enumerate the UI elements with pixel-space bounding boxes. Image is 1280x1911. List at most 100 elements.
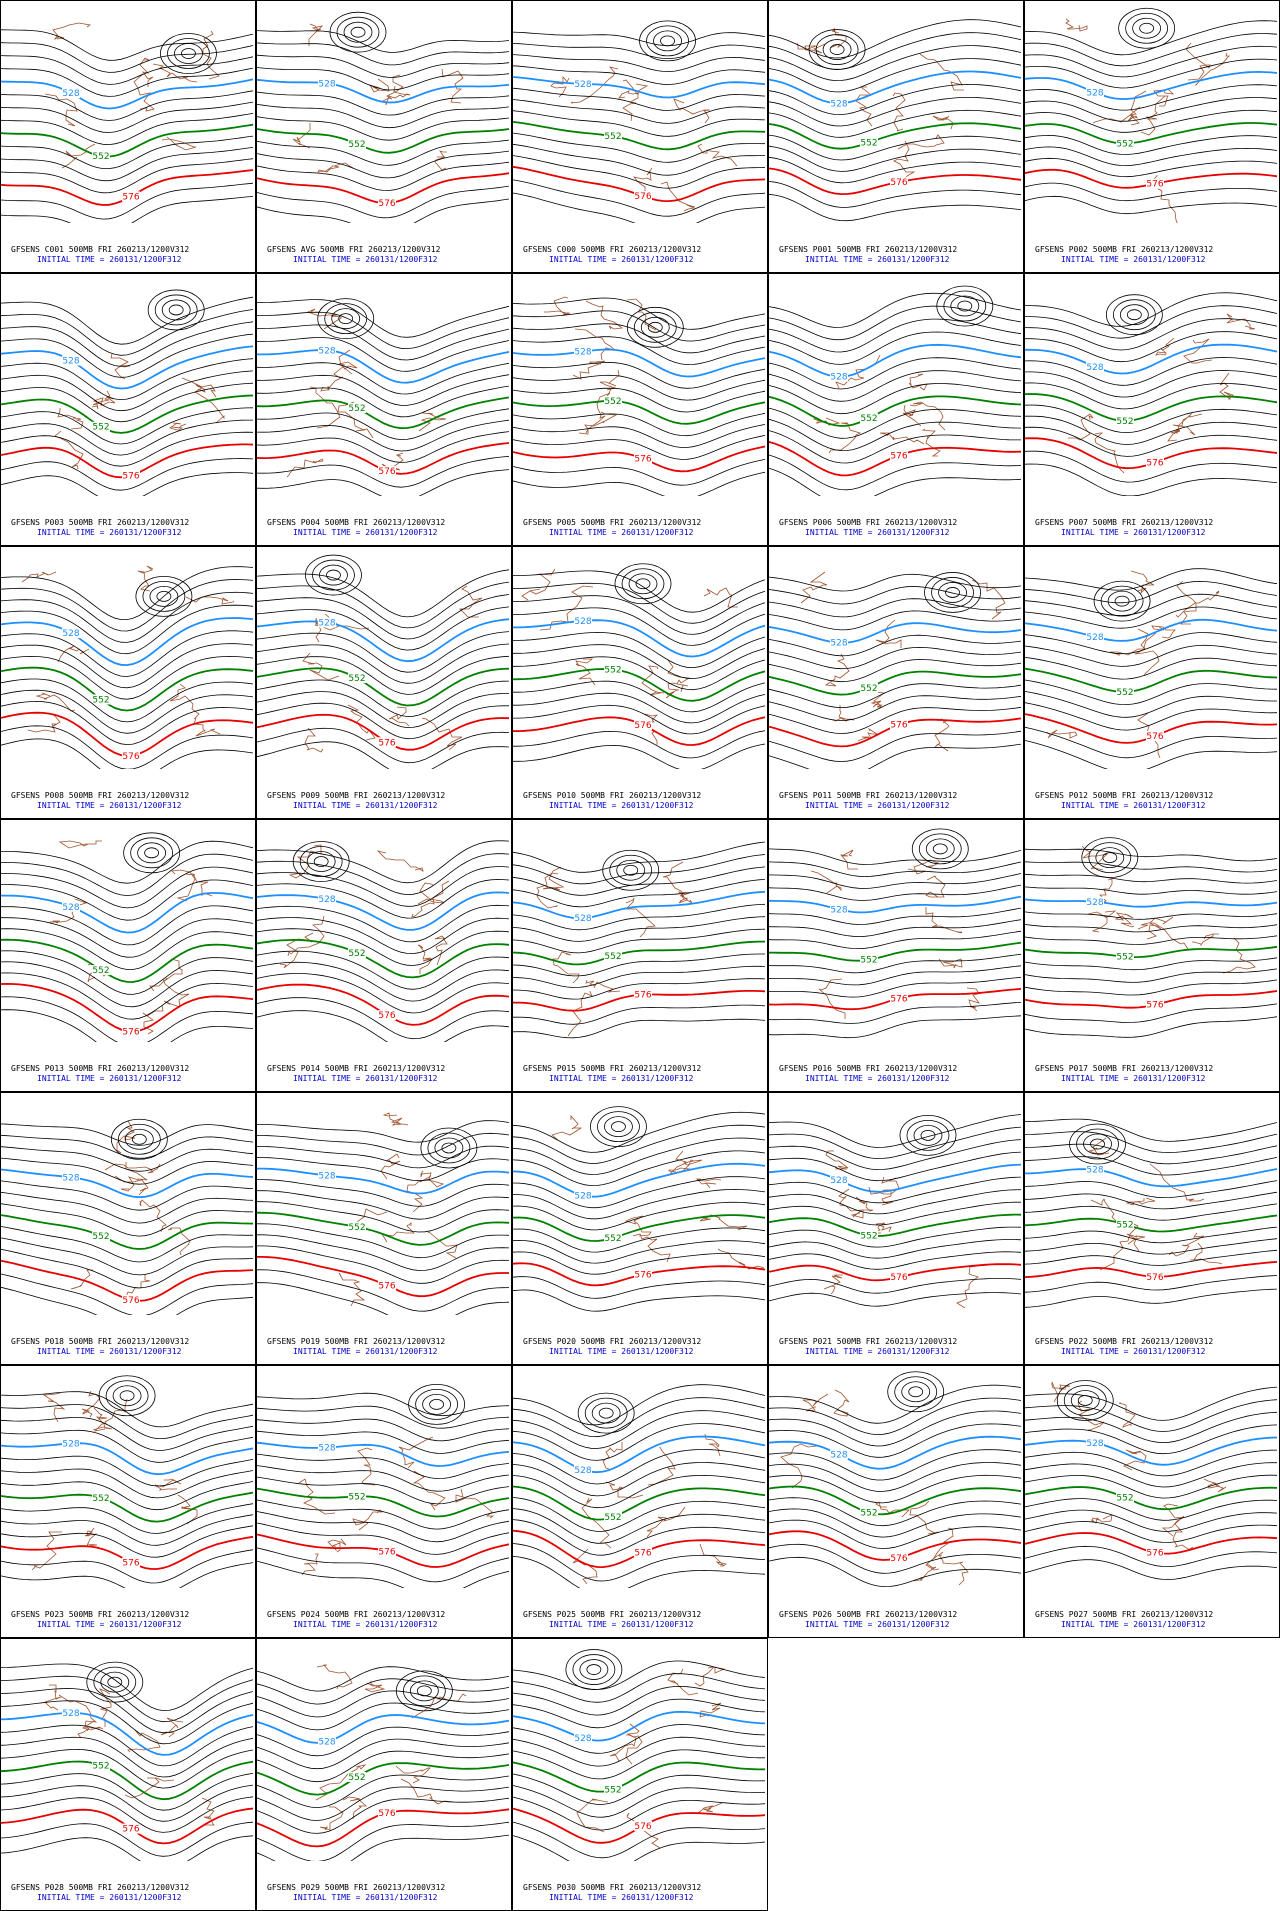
height-contour (769, 1292, 1022, 1307)
contour-label: 528 (318, 1444, 335, 1454)
contour-label: 552 (92, 966, 109, 976)
height-contour (769, 848, 1022, 865)
low-contour (1100, 585, 1144, 617)
label-bg (122, 1823, 140, 1834)
height-contour (1, 321, 254, 367)
height-contour (769, 418, 1022, 452)
label-bg (318, 1736, 336, 1747)
height-contour (257, 1190, 510, 1220)
height-contour (1, 1455, 254, 1487)
map-plot: 528 552 576 (1, 22, 254, 223)
map-outline (338, 1112, 458, 1307)
contour-label: 552 (92, 1494, 109, 1504)
map-panel: 528 552 576 GFSENS P015 500MB FRI 260213/12… (512, 819, 768, 1092)
map-panel: 528 552 576 GFSENS P027 500MB FRI 260213/12… (1024, 1365, 1280, 1638)
height-contour (257, 1132, 510, 1156)
height-contour (257, 299, 510, 338)
height-contour (769, 467, 1022, 496)
key-contour (1, 1712, 254, 1756)
height-contour (257, 1179, 510, 1207)
height-contour (257, 1738, 510, 1770)
height-contour (513, 1508, 766, 1544)
panel-title: GFSENS P020 500MB FRI 260213/1200V312 (523, 1337, 702, 1346)
height-contour (257, 1750, 510, 1783)
height-contour (1, 1237, 254, 1276)
label-bg (634, 1269, 652, 1280)
height-contour (257, 961, 510, 1002)
height-contour (1025, 593, 1278, 616)
map-outline (1068, 313, 1256, 474)
key-contour (1, 1442, 254, 1476)
low-contour (906, 1119, 950, 1151)
height-contour (257, 1834, 510, 1861)
panel-title: GFSENS AVG 500MB FRI 260213/1200V312 (267, 245, 441, 254)
panel-title: GFSENS P016 500MB FRI 260213/1200V312 (779, 1064, 958, 1073)
low-contour (336, 16, 380, 48)
low-contour (1077, 1395, 1093, 1406)
panel-init-time: INITIAL TIME = 260131/1200F312 (805, 1347, 950, 1356)
height-contour (257, 337, 510, 372)
height-contour (1, 928, 254, 970)
height-contour (1, 1525, 254, 1558)
key-contour (769, 1435, 1022, 1470)
height-contour (513, 879, 766, 908)
height-contour (257, 1465, 510, 1492)
low-contour (98, 1375, 156, 1417)
contour-label: 576 (890, 178, 907, 188)
height-contour (769, 19, 1022, 59)
height-contour (1, 950, 254, 995)
height-contour (513, 1796, 766, 1831)
height-contour (257, 879, 510, 919)
map-plot: 528 552 576 (257, 1384, 510, 1588)
height-contour (769, 331, 1022, 365)
height-contour (513, 1276, 766, 1299)
map-panel: 528 552 576 GFSENS P023 500MB FRI 260213/12… (0, 1365, 256, 1638)
height-contour (1025, 1226, 1278, 1244)
label-bg (62, 88, 80, 99)
label-bg (1116, 415, 1134, 426)
panel-init-time: INITIAL TIME = 260131/1200F312 (1061, 1347, 1206, 1356)
low-contour (324, 303, 368, 335)
height-contour (513, 1188, 766, 1220)
panel-title: GFSENS P030 500MB FRI 260213/1200V312 (523, 1883, 702, 1892)
map-plot: 528 552 576 (513, 20, 766, 223)
label-bg (318, 345, 336, 356)
height-contour (1, 655, 254, 700)
height-contour (257, 1666, 510, 1692)
low-contour (312, 559, 355, 591)
low-contour (1105, 294, 1163, 336)
height-contour (257, 866, 510, 907)
height-contour (257, 727, 510, 764)
label-bg (348, 673, 366, 684)
height-contour (257, 1223, 510, 1259)
height-contour (769, 743, 1022, 769)
height-contour (513, 1543, 766, 1582)
height-contour (257, 385, 510, 418)
height-contour (1025, 1449, 1278, 1477)
contour-label: 528 (574, 617, 591, 627)
label-bg (1146, 999, 1164, 1010)
height-contour (1, 196, 254, 223)
key-contour (1, 938, 254, 983)
height-contour (1, 42, 254, 73)
contour-label: 528 (830, 1450, 847, 1460)
height-contour (513, 412, 766, 437)
key-contour (769, 1485, 1022, 1516)
height-contour (1, 67, 254, 97)
height-contour (1, 961, 254, 1008)
key-contour (513, 1435, 766, 1474)
low-contour (107, 1676, 123, 1688)
key-contour (1, 982, 254, 1033)
height-contour (513, 179, 766, 217)
label-bg (348, 947, 366, 958)
height-contour (513, 323, 766, 354)
contour-label: 528 (830, 905, 847, 915)
map-plot: 528 552 576 (769, 828, 1022, 1039)
panel-title: GFSENS P029 500MB FRI 260213/1200V312 (267, 1883, 446, 1892)
map-panel: 528 552 576 GFSENS P013 500MB FRI 260213/12… (0, 819, 256, 1092)
label-bg (574, 1464, 592, 1475)
map-outline (536, 861, 693, 1037)
map-panel: 528 552 576 GFSENS C001 500MB FRI 260213/12… (0, 0, 256, 273)
contour-label: 576 (122, 192, 139, 202)
height-contour (1025, 702, 1278, 731)
